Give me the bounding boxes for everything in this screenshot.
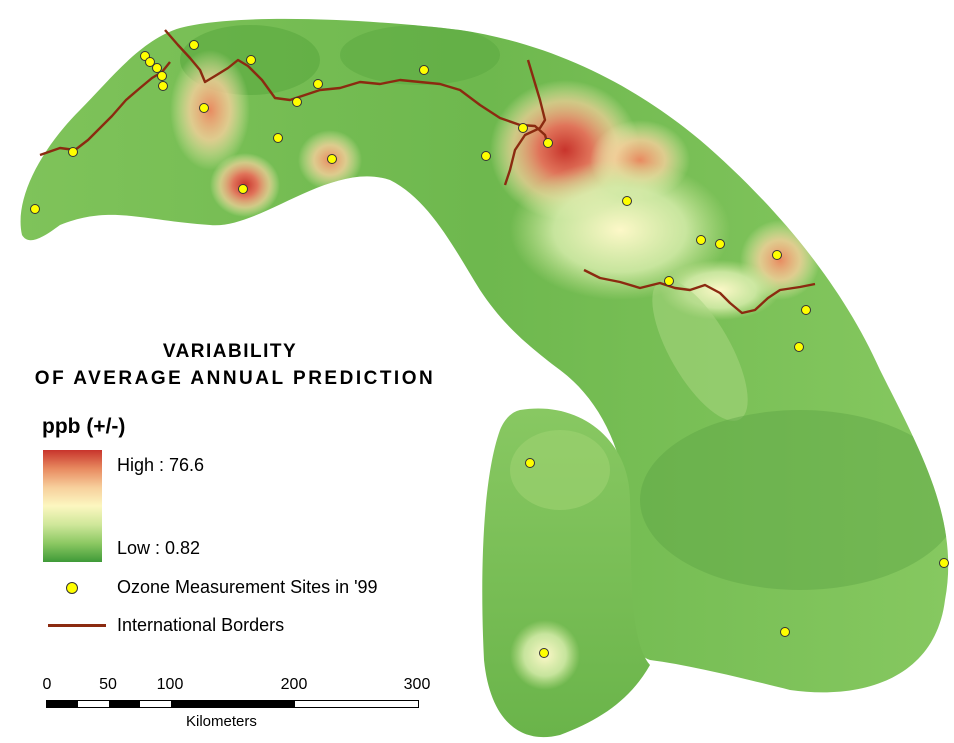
site-marker [543, 138, 553, 148]
map-title-line1: VARIABILITY [162, 341, 298, 362]
site-marker [780, 627, 790, 637]
site-marker [145, 57, 155, 67]
site-marker [292, 97, 302, 107]
scale-tick-label: 200 [280, 676, 308, 693]
site-marker [157, 71, 167, 81]
south-region [482, 408, 650, 738]
scale-tick-label: 100 [156, 676, 184, 693]
map-title-line2: OF AVERAGE ANNUAL PREDICTION [34, 368, 436, 389]
site-marker [518, 123, 528, 133]
site-marker [246, 55, 256, 65]
site-marker [189, 40, 199, 50]
site-marker [313, 79, 323, 89]
border-legend-label: International Borders [117, 615, 285, 635]
site-marker [327, 154, 337, 164]
site-marker [622, 196, 632, 206]
scale-segment [47, 701, 78, 707]
site-marker [539, 648, 549, 658]
border-line-central [503, 59, 547, 186]
scale-segment [171, 701, 295, 707]
site-marker [68, 147, 78, 157]
site-marker [273, 133, 283, 143]
scale-bar [46, 700, 419, 708]
site-marker [199, 103, 209, 113]
border-line-east [583, 268, 816, 315]
scale-unit-label: Kilometers [186, 713, 257, 730]
scale-tick-label: 300 [403, 676, 431, 693]
site-marker [152, 63, 162, 73]
legend-high-label: High : 76.6 [117, 455, 205, 475]
ozone-site-legend-icon [66, 582, 78, 594]
site-marker [664, 276, 674, 286]
border-legend-icon [48, 624, 106, 627]
scale-tick-label: 50 [99, 676, 117, 693]
site-marker [801, 305, 811, 315]
scale-segment [109, 701, 140, 707]
border-line-north [164, 29, 550, 146]
site-marker [30, 204, 40, 214]
legend-low-label: Low : 0.82 [117, 538, 201, 558]
site-marker [158, 81, 168, 91]
north-region [20, 18, 949, 693]
site-marker [939, 558, 949, 568]
ozone-sites [30, 40, 949, 658]
site-marker [794, 342, 804, 352]
scale-tick-label: 0 [42, 676, 52, 693]
site-marker [525, 458, 535, 468]
site-marker [696, 235, 706, 245]
legend-color-ramp [43, 450, 102, 562]
site-marker [481, 151, 491, 161]
site-marker [772, 250, 782, 260]
site-marker [715, 239, 725, 249]
site-marker [238, 184, 248, 194]
site-marker [419, 65, 429, 75]
legend-heading: ppb (+/-) [42, 415, 126, 438]
ozone-site-legend-label: Ozone Measurement Sites in '99 [117, 577, 378, 597]
